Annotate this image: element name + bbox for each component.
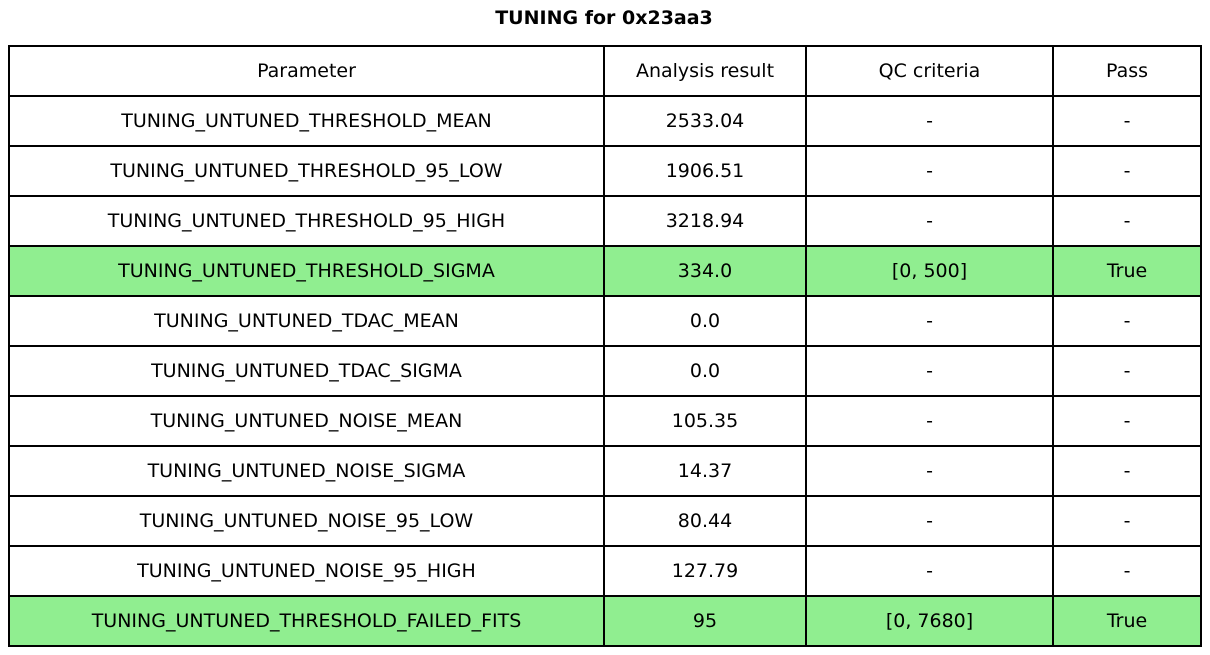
pass-cell: True <box>1052 245 1202 297</box>
table-row: TUNING_UNTUNED_NOISE_SIGMA 14.37 - - <box>8 445 1202 497</box>
analysis-result-cell: 3218.94 <box>603 195 807 247</box>
qc-criteria-cell: [0, 500] <box>805 245 1054 297</box>
qc-criteria-cell: - <box>805 145 1054 197</box>
pass-cell: - <box>1052 445 1202 497</box>
analysis-result-cell: 1906.51 <box>603 145 807 197</box>
qc-criteria-cell: - <box>805 445 1054 497</box>
analysis-result-cell: 2533.04 <box>603 95 807 147</box>
pass-cell: - <box>1052 345 1202 397</box>
analysis-result-cell: 127.79 <box>603 545 807 597</box>
parameter-cell: TUNING_UNTUNED_NOISE_SIGMA <box>8 445 605 497</box>
table-row: TUNING_UNTUNED_THRESHOLD_95_HIGH 3218.94… <box>8 195 1202 247</box>
table-row: TUNING_UNTUNED_THRESHOLD_MEAN 2533.04 - … <box>8 95 1202 147</box>
qc-criteria-cell: - <box>805 295 1054 347</box>
column-header-parameter: Parameter <box>8 45 605 97</box>
pass-cell: - <box>1052 545 1202 597</box>
pass-cell: True <box>1052 595 1202 647</box>
qc-criteria-cell: - <box>805 195 1054 247</box>
parameter-cell: TUNING_UNTUNED_THRESHOLD_SIGMA <box>8 245 605 297</box>
parameter-cell: TUNING_UNTUNED_NOISE_MEAN <box>8 395 605 447</box>
pass-cell: - <box>1052 495 1202 547</box>
analysis-result-cell: 95 <box>603 595 807 647</box>
qc-criteria-cell: - <box>805 345 1054 397</box>
qc-criteria-cell: - <box>805 495 1054 547</box>
qc-criteria-cell: - <box>805 545 1054 597</box>
pass-cell: - <box>1052 95 1202 147</box>
parameter-cell: TUNING_UNTUNED_THRESHOLD_MEAN <box>8 95 605 147</box>
table-row: TUNING_UNTUNED_NOISE_95_HIGH 127.79 - - <box>8 545 1202 597</box>
table-row: TUNING_UNTUNED_THRESHOLD_FAILED_FITS 95 … <box>8 595 1202 647</box>
parameter-cell: TUNING_UNTUNED_TDAC_MEAN <box>8 295 605 347</box>
table-row: TUNING_UNTUNED_NOISE_95_LOW 80.44 - - <box>8 495 1202 547</box>
analysis-result-cell: 14.37 <box>603 445 807 497</box>
column-header-qc-criteria: QC criteria <box>805 45 1054 97</box>
pass-cell: - <box>1052 395 1202 447</box>
parameter-cell: TUNING_UNTUNED_NOISE_95_LOW <box>8 495 605 547</box>
parameter-cell: TUNING_UNTUNED_THRESHOLD_95_LOW <box>8 145 605 197</box>
parameter-cell: TUNING_UNTUNED_TDAC_SIGMA <box>8 345 605 397</box>
qc-criteria-cell: - <box>805 95 1054 147</box>
table-row: TUNING_UNTUNED_TDAC_MEAN 0.0 - - <box>8 295 1202 347</box>
analysis-result-cell: 105.35 <box>603 395 807 447</box>
table-row: TUNING_UNTUNED_TDAC_SIGMA 0.0 - - <box>8 345 1202 397</box>
parameter-cell: TUNING_UNTUNED_THRESHOLD_FAILED_FITS <box>8 595 605 647</box>
analysis-result-cell: 0.0 <box>603 295 807 347</box>
column-header-pass: Pass <box>1052 45 1202 97</box>
parameter-cell: TUNING_UNTUNED_NOISE_95_HIGH <box>8 545 605 597</box>
page-title: TUNING for 0x23aa3 <box>495 7 713 29</box>
parameter-cell: TUNING_UNTUNED_THRESHOLD_95_HIGH <box>8 195 605 247</box>
table-row: TUNING_UNTUNED_THRESHOLD_95_LOW 1906.51 … <box>8 145 1202 197</box>
analysis-result-cell: 0.0 <box>603 345 807 397</box>
pass-cell: - <box>1052 145 1202 197</box>
pass-cell: - <box>1052 195 1202 247</box>
qc-criteria-cell: - <box>805 395 1054 447</box>
analysis-result-cell: 80.44 <box>603 495 807 547</box>
analysis-result-cell: 334.0 <box>603 245 807 297</box>
qc-table: Parameter Analysis result QC criteria Pa… <box>8 45 1202 647</box>
qc-criteria-cell: [0, 7680] <box>805 595 1054 647</box>
table-row: TUNING_UNTUNED_NOISE_MEAN 105.35 - - <box>8 395 1202 447</box>
pass-cell: - <box>1052 295 1202 347</box>
column-header-analysis-result: Analysis result <box>603 45 807 97</box>
header-row: Parameter Analysis result QC criteria Pa… <box>8 45 1202 97</box>
table-row: TUNING_UNTUNED_THRESHOLD_SIGMA 334.0 [0,… <box>8 245 1202 297</box>
